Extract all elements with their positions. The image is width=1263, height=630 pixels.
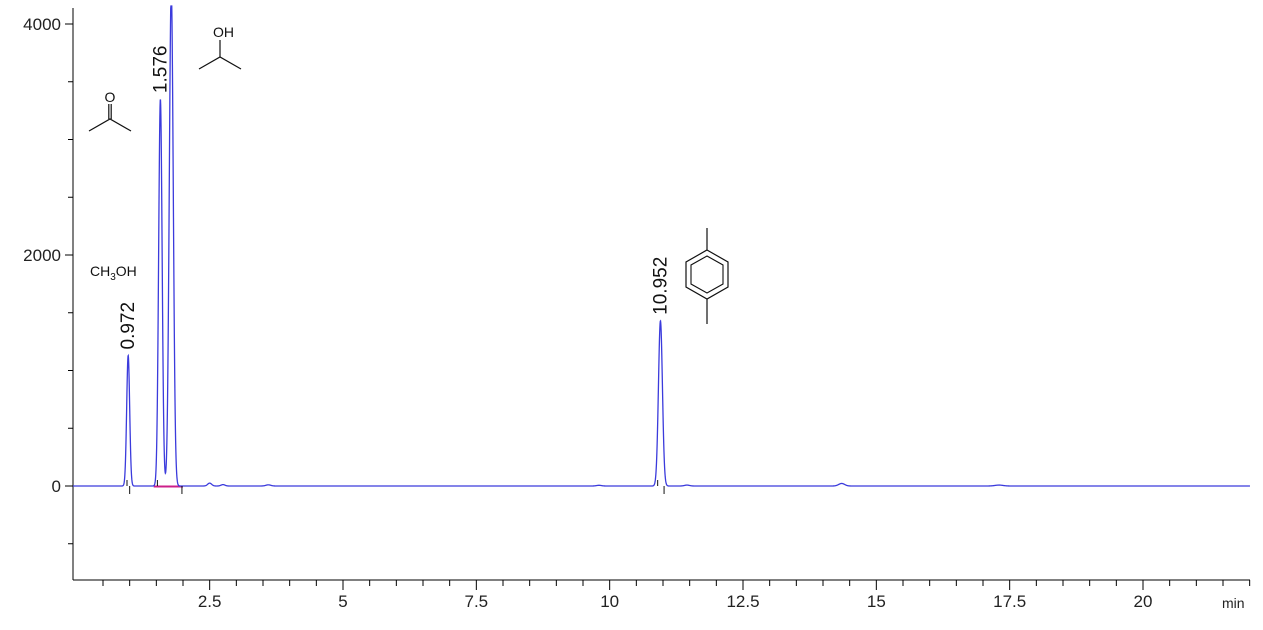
y-tick-label: 4000 xyxy=(23,15,61,34)
isopropanol-oh-label: OH xyxy=(213,24,234,40)
x-tick-label: 15 xyxy=(867,592,886,611)
acetone-oxygen-label: O xyxy=(105,89,116,105)
signal-trace xyxy=(73,5,1250,487)
x-tick-label: 10 xyxy=(600,592,619,611)
x-tick-label: 5 xyxy=(338,592,347,611)
peak-rt-label: 0.972 xyxy=(118,302,139,350)
x-unit-label: min xyxy=(1222,595,1245,611)
x-tick-label: 2.5 xyxy=(198,592,222,611)
x-tick-label: 20 xyxy=(1134,592,1153,611)
y-tick-label: 0 xyxy=(52,477,61,496)
peak-labels: 0.972 1.576 10.952 xyxy=(118,46,671,350)
peak-rt-label: 1.576 xyxy=(150,46,171,94)
x-tick-label: 7.5 xyxy=(465,592,489,611)
acetone-structure: O xyxy=(88,89,132,132)
chart-axes: 0 2000 4000 2.5 5 7.5 10 12.5 15 17.5 20 min xyxy=(23,8,1251,611)
y-tick-label: 2000 xyxy=(23,246,61,265)
peak-rt-label: 10.952 xyxy=(650,257,671,315)
isopropanol-structure: OH xyxy=(198,24,242,70)
chart-marks xyxy=(73,5,1250,494)
x-tick-label: 17.5 xyxy=(993,592,1026,611)
svg-text:CH3OH: CH3OH xyxy=(90,263,137,283)
methanol-label: CH3OH xyxy=(90,263,137,283)
p-xylene-structure xyxy=(685,228,729,324)
x-tick-label: 12.5 xyxy=(726,592,759,611)
